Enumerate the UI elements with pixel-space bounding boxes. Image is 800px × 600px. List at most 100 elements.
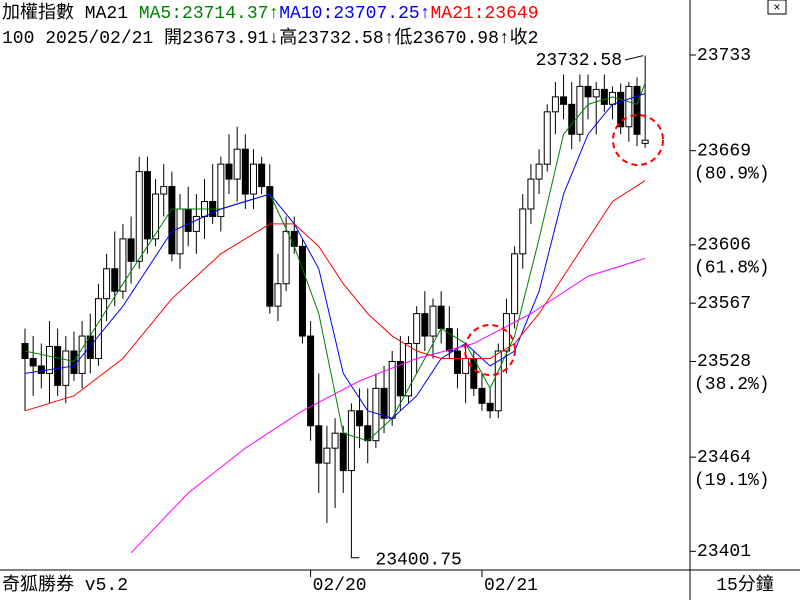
highlight-circle [612,114,664,166]
high-annotation: 23732.58 [536,51,622,71]
candle-body [282,230,290,285]
candle-body [641,139,649,144]
y-tick-label: 23669 [697,141,751,161]
candle-body [225,163,233,180]
candle-body [298,245,306,337]
annotation-leader [350,551,360,559]
candle-body [347,410,355,472]
ma-line [24,82,646,442]
header-item: 加權指數 MA21 [2,2,139,24]
candle-body [103,268,111,300]
candle-body [143,171,151,240]
candle-body [592,88,600,98]
candle-body [266,186,274,307]
candle-body [62,350,70,386]
x-tick-label: 02/21 [484,576,538,596]
candle-body [152,193,160,240]
candle-body [315,425,323,464]
candle-body [560,96,568,105]
candle-body [478,387,486,404]
candle-body [111,268,119,292]
fib-label: (80.9%) [694,164,770,184]
candle-body [192,215,200,232]
candle-body [160,186,168,195]
candle-body [625,85,633,128]
y-tick-label: 23464 [697,448,751,468]
candle-body [380,387,388,419]
candle-body [241,148,249,195]
candle-body [54,346,62,386]
y-tick-label: 23606 [697,236,751,256]
fib-label: (19.1%) [694,471,770,491]
candle-body [405,343,413,397]
candle-body [249,163,257,195]
candle-body [274,283,282,307]
candle-body [356,410,364,427]
candle-body [429,305,437,337]
fib-label: (61.8%) [694,259,770,279]
candle-body [135,171,143,262]
candle-body [339,432,347,472]
header-line: 加權指數 MA21 MA5:23714.37↑MA10:23707.25↑MA2… [2,2,539,24]
header: 加權指數 MA21 MA5:23714.37↑MA10:23707.25↑MA2… [2,2,539,49]
candle-body [453,350,461,374]
y-tick-label: 23401 [697,542,751,562]
candle-body [633,85,641,135]
footer-right: 15分鐘 [716,574,774,596]
candle-body [519,208,527,255]
candle-body [527,178,535,210]
candle-body [445,328,453,352]
candle-body [413,313,421,345]
candle-body [94,298,102,359]
candle-body [486,402,494,412]
candle-body [78,335,86,374]
subheader: 100 2025/02/21 開23673.91↓高23732.58↑低2367… [2,27,538,49]
candle-body [600,88,608,105]
footer-left: 奇狐勝券 v5.2 [2,574,128,596]
candle-body [233,148,241,180]
candle-body [184,208,192,232]
header-item: MA21:23649 [430,4,538,24]
header-item: MA10:23707.25↑ [279,4,430,24]
candle-body [617,91,625,128]
candle-body [584,85,592,98]
candle-body [576,85,584,135]
highlight-circle [464,324,516,376]
candle-body [396,360,404,397]
header-item: MA5:23714.37↑ [139,4,279,24]
close-button[interactable] [767,0,787,15]
ma-line [130,257,646,554]
candle-body [37,365,45,374]
plot-area [21,55,649,554]
candle-body [45,346,53,374]
candle-body [168,186,176,255]
candle-body [511,253,519,315]
candle-body [388,360,396,419]
candle-body [535,163,543,180]
low-annotation: 23400.75 [375,550,461,570]
candle-body [290,230,298,247]
ma-line [24,93,646,419]
candle-body [543,111,551,165]
y-tick-label: 23567 [697,294,751,314]
candle-body [421,313,429,337]
candle-body [258,163,266,188]
candle-body [176,208,184,255]
candle-body [462,357,470,374]
candle-body [551,96,559,113]
candle-body [437,305,445,330]
candle-body [29,357,37,367]
annotation-leader [624,55,644,61]
candle-body [70,350,78,374]
ma-line [24,180,646,412]
candle-body [331,432,339,449]
y-tick-label: 23733 [697,46,751,66]
candle-body [609,91,617,105]
fib-label: (38.2%) [694,375,770,395]
close-icon[interactable]: × [773,1,780,15]
candle-body [568,103,576,135]
candle-body [323,447,331,464]
candle-body [119,238,127,292]
candle-body [127,238,135,262]
